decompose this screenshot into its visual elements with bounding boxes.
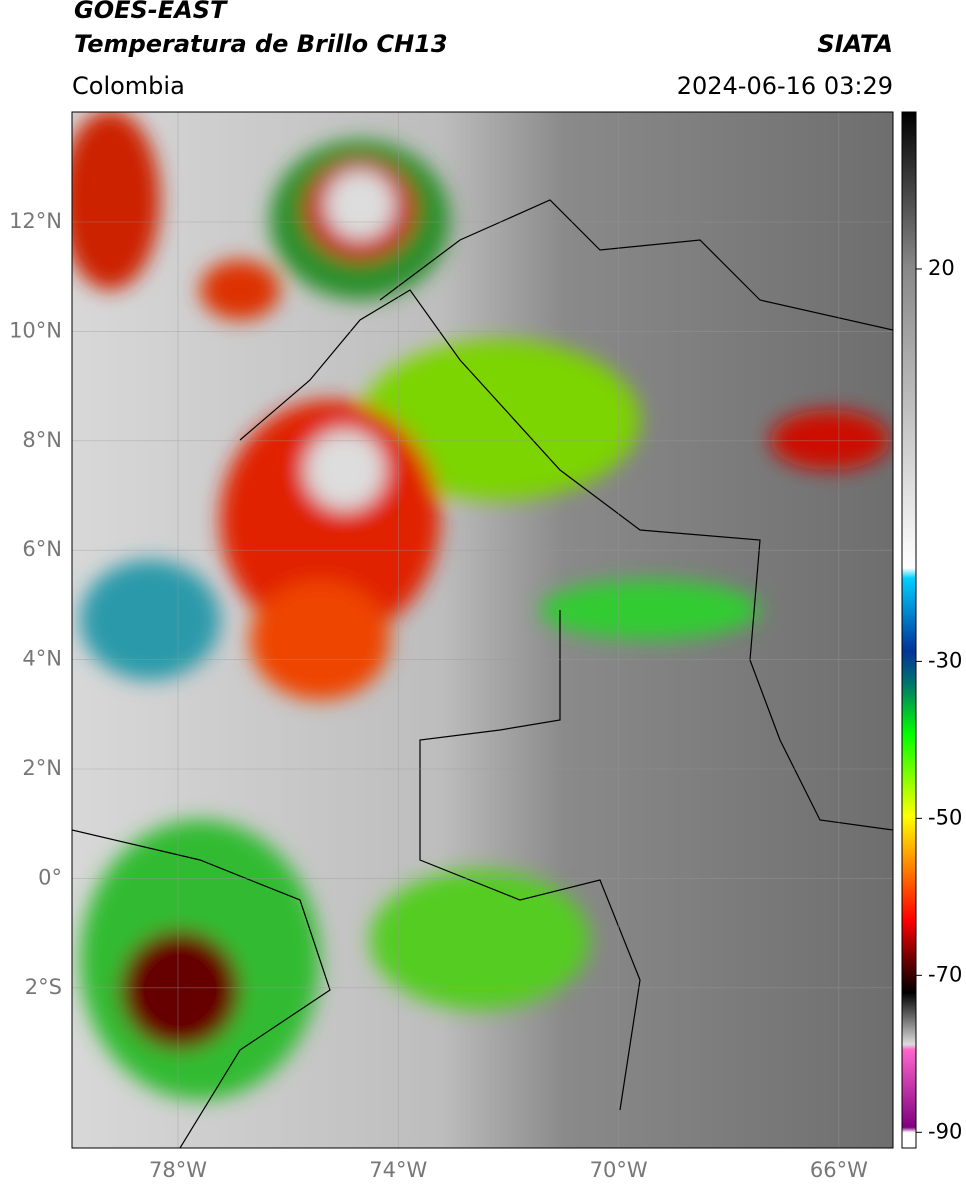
colorbar-tick-label: -70 [928, 962, 962, 986]
lat-label: 2°S [25, 975, 62, 999]
lon-label: 66°W [810, 1158, 868, 1182]
lon-label: 78°W [149, 1158, 207, 1182]
colorbar-tick-label: -30 [928, 648, 962, 672]
lat-label: 0° [38, 865, 62, 889]
title-line2: Temperatura de Brillo CH13 [74, 30, 448, 58]
lat-label: 12°N [9, 209, 62, 233]
map-frame [71, 111, 894, 1149]
lat-label: 10°N [9, 318, 62, 342]
colorbar-tick-label: -50 [928, 805, 962, 829]
region: Colombia [72, 72, 185, 100]
lat-label: 2°N [22, 756, 62, 780]
colorbar-tick-label: -90 [928, 1119, 962, 1143]
timestamp: 2024-06-16 03:29 [676, 72, 893, 100]
title-line1: GOES-EAST [74, 0, 227, 24]
colorbar [901, 111, 917, 1149]
lon-label: 74°W [369, 1158, 427, 1182]
lat-label: 8°N [22, 428, 62, 452]
colorbar-tick-label: 20 [928, 256, 955, 280]
satellite-image [72, 112, 893, 1148]
agency: SIATA [817, 30, 893, 58]
lon-label: 70°W [590, 1158, 648, 1182]
lat-label: 6°N [22, 537, 62, 561]
lat-label: 4°N [22, 647, 62, 671]
